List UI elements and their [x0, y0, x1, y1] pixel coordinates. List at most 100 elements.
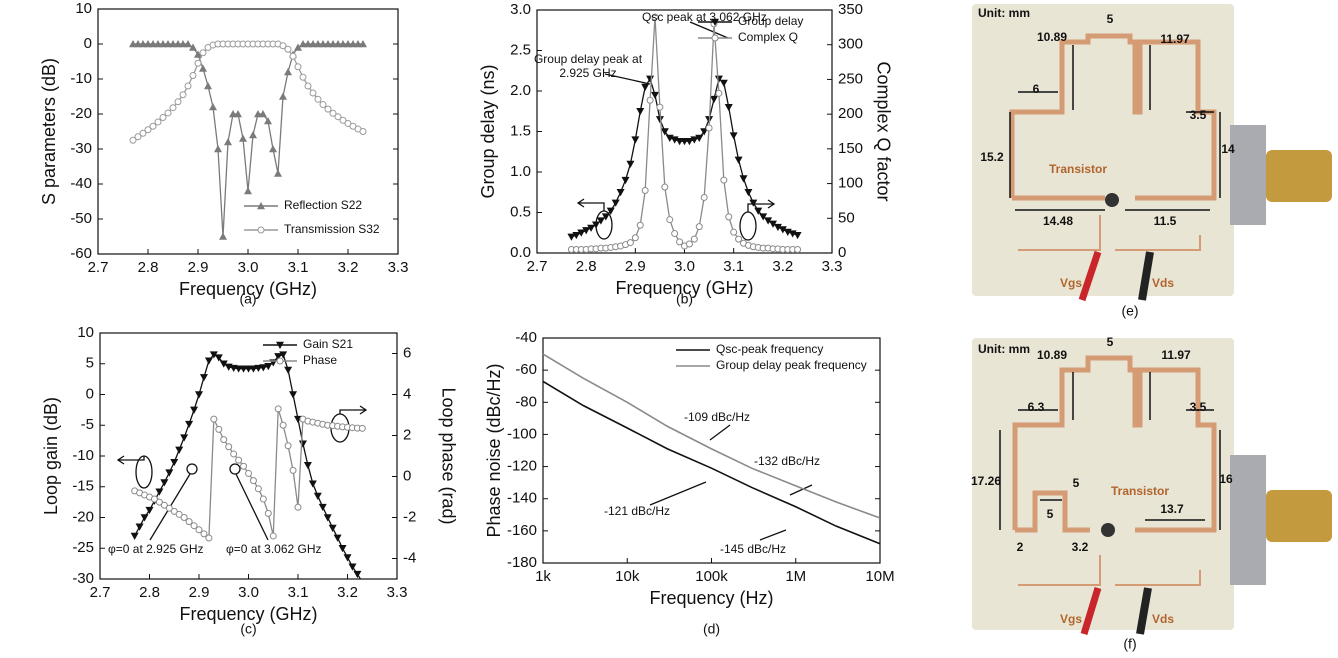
y-tick-label: -5	[81, 416, 94, 433]
data-point	[592, 221, 600, 229]
data-point	[190, 406, 199, 414]
data-point	[724, 104, 733, 112]
data-point	[134, 133, 142, 141]
data-point	[145, 506, 154, 515]
photo-label: 5	[1107, 335, 1114, 349]
legend-marker	[257, 226, 265, 234]
data-point	[155, 498, 163, 506]
data-point	[334, 113, 342, 121]
data-point	[294, 63, 302, 71]
data-point	[318, 503, 327, 512]
x-tick-label: 3.2	[772, 258, 793, 275]
photo-label: Unit: mm	[978, 342, 1030, 356]
data-point	[294, 503, 302, 511]
data-point	[754, 207, 763, 215]
y2-tick-label: 250	[838, 70, 863, 87]
data-point	[794, 246, 802, 253]
data-point	[294, 43, 302, 51]
photo-label: Vgs	[1060, 612, 1082, 626]
caption: (b)	[676, 291, 693, 307]
y-tick-label: -140	[507, 490, 537, 507]
data-point	[567, 233, 576, 241]
photo-board	[972, 338, 1332, 636]
data-point	[174, 98, 182, 106]
y-tick-label: -40	[70, 175, 92, 192]
photo-label: 14.48	[1043, 214, 1073, 228]
data-point	[150, 495, 158, 503]
y-tick-label: 2.5	[510, 41, 531, 58]
plot-area	[543, 353, 880, 545]
photo-label: 16	[1219, 472, 1233, 486]
data-point	[769, 220, 777, 228]
data-point	[611, 199, 620, 207]
data-point	[254, 364, 263, 373]
y-tick-label: 0.5	[510, 203, 531, 220]
x-tick-label: 2.7	[527, 258, 548, 275]
data-point	[631, 136, 640, 144]
data-point	[359, 128, 367, 135]
x-axis-title: Frequency (Hz)	[649, 588, 773, 608]
legend-marker	[276, 357, 284, 365]
y-tick-label: -50	[70, 210, 92, 227]
data-point	[710, 95, 718, 104]
data-point	[190, 522, 198, 530]
caption: (f)	[1123, 636, 1136, 652]
photo-label: 11.5	[1154, 214, 1177, 228]
data-point	[303, 462, 312, 470]
y-tick-label: 10	[77, 324, 94, 341]
data-point	[735, 235, 743, 243]
data-point	[249, 477, 257, 485]
data-point	[244, 187, 252, 195]
x-tick-label: 3.1	[288, 584, 309, 601]
caption: (e)	[1121, 303, 1138, 319]
data-point	[715, 89, 723, 97]
y-tick-label: -40	[515, 329, 537, 346]
data-point	[328, 524, 337, 532]
y-tick-label: -30	[72, 570, 94, 587]
series-line	[543, 353, 880, 519]
y-tick-label: 5	[86, 355, 94, 372]
annotation: -132 dBc/Hz	[754, 454, 820, 468]
legend-label: Complex Q	[738, 30, 798, 44]
y2-tick-label: 200	[838, 105, 863, 122]
legend-label: Gain S21	[303, 337, 353, 351]
y-tick-label: -15	[72, 478, 94, 495]
photo-label: 15.2	[980, 150, 1004, 164]
caption: (d)	[703, 621, 720, 637]
photo-label: Unit: mm	[978, 6, 1030, 20]
data-point	[129, 136, 137, 144]
data-point	[359, 40, 367, 48]
data-point	[209, 103, 217, 111]
data-point	[616, 189, 625, 197]
data-point	[719, 79, 728, 87]
series-line	[571, 77, 798, 238]
x-tick-label: 3.2	[337, 584, 358, 601]
data-point	[289, 391, 298, 399]
data-point	[234, 110, 242, 118]
data-point	[651, 91, 659, 100]
data-point	[210, 415, 218, 423]
data-point	[671, 230, 679, 238]
data-point	[676, 238, 684, 246]
x-tick-label: 100k	[695, 568, 728, 585]
y2-tick-label: 6	[403, 344, 411, 361]
data-point	[284, 45, 292, 53]
series-line	[132, 43, 364, 141]
y2-tick-label: 100	[838, 175, 863, 192]
photo-label: Vgs	[1060, 276, 1082, 290]
data-point	[214, 354, 223, 362]
data-point	[160, 501, 168, 509]
data-point	[154, 118, 162, 126]
photo-label: 5	[1107, 12, 1114, 26]
data-point	[205, 534, 213, 542]
x-tick-label: 3.3	[387, 584, 408, 601]
data-point	[224, 138, 232, 146]
data-point	[284, 442, 292, 450]
y2-tick-label: -4	[403, 549, 416, 566]
data-point	[269, 145, 277, 153]
legend-marker	[711, 34, 719, 42]
data-point	[254, 110, 262, 118]
y-tick-label: 0.0	[510, 244, 531, 261]
legend-marker	[711, 18, 719, 26]
